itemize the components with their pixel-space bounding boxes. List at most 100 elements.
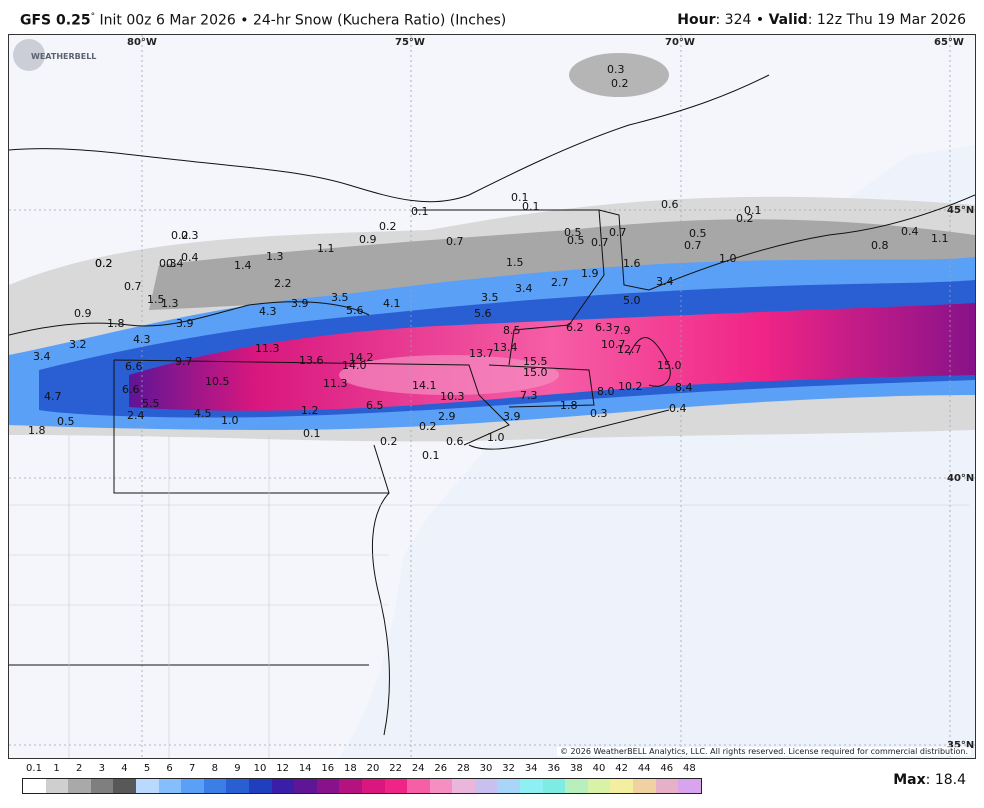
legend-label: 6 xyxy=(166,763,173,774)
snow-value-label: 13.6 xyxy=(299,354,324,367)
bullet-2: • xyxy=(755,12,765,28)
legend-swatch xyxy=(316,779,340,793)
legend-swatch xyxy=(587,779,611,793)
snow-value-label: 0.2 xyxy=(95,257,113,270)
legend-label: 32 xyxy=(502,763,515,774)
lon-label-70: 70°W xyxy=(665,37,695,48)
legend-swatch xyxy=(474,779,498,793)
copyright-notice: © 2026 WeatherBELL Analytics, LLC. All r… xyxy=(557,747,971,756)
legend-swatch xyxy=(384,779,408,793)
snow-value-label: 1.9 xyxy=(581,267,599,280)
snow-value-label: 0.8 xyxy=(871,239,889,252)
snow-value-label: 3.2 xyxy=(69,338,87,351)
snow-value-label: 0.9 xyxy=(74,307,92,320)
snow-value-label: 1.5 xyxy=(506,256,524,269)
snow-core-max xyxy=(339,355,559,395)
valid-value: 12z Thu 19 Mar 2026 xyxy=(816,12,966,28)
snow-value-label: 5.6 xyxy=(474,307,492,320)
snow-value-label: 0.3 xyxy=(159,257,177,270)
legend-label: 48 xyxy=(683,763,696,774)
snow-value-label: 0.1 xyxy=(511,191,529,204)
legend-label: 26 xyxy=(434,763,448,774)
snow-value-label: 0.2 xyxy=(379,220,397,233)
legend-swatch xyxy=(633,779,656,793)
snow-value-label: 0.3 xyxy=(181,229,199,242)
snow-value-label: 0.6 xyxy=(661,198,679,211)
model-name: GFS 0.25 xyxy=(20,12,91,29)
snow-value-label: 9.7 xyxy=(175,355,193,368)
title-left: GFS 0.25° Init 00z 6 Mar 2026 • 24-hr Sn… xyxy=(20,12,506,29)
snow-value-label: 10.3 xyxy=(440,390,465,403)
legend-label: 38 xyxy=(570,763,583,774)
hour-label: Hour xyxy=(677,12,716,28)
snow-value-label: 15.5 xyxy=(523,355,548,368)
bullet-1: • xyxy=(240,12,249,29)
legend-swatch xyxy=(429,779,453,793)
snow-value-label: 0.2 xyxy=(736,212,754,225)
snow-value-labels: 0.30.20.10.1 0.1 0.60.20.10.20.70.5 0.70.5 0… xyxy=(28,63,949,462)
snow-value-label: 4.3 xyxy=(259,305,277,318)
legend-swatch xyxy=(158,779,182,793)
snow-value-label: 3.4 xyxy=(656,275,674,288)
snow-value-label: 5.6 xyxy=(346,304,364,317)
snow-value-label: 14.1 xyxy=(412,379,437,392)
graticule xyxy=(9,35,975,758)
snow-value-label: 4.3 xyxy=(133,333,151,346)
snow-value-label: 1.1 xyxy=(317,242,335,255)
snow-value-label: 0.3 xyxy=(590,407,608,420)
snow-value-label: 0.4 xyxy=(901,225,919,238)
snow-value-label: 7.3 xyxy=(520,389,538,402)
max-value: 18.4 xyxy=(934,772,966,788)
lat-label-40: 40°N xyxy=(947,473,974,484)
snow-value-label: 5.5 xyxy=(142,397,160,410)
snow-value-label: 0.5 xyxy=(567,234,585,247)
snowfall-map[interactable]: 80°W 75°W 70°W 65°W 45°N 40°N 35°N 0.3 0.… xyxy=(8,34,976,759)
legend-swatch xyxy=(271,779,295,793)
snow-value-label: 0.5 xyxy=(689,227,707,240)
snow-value-label: 2.2 xyxy=(274,277,292,290)
lon-label-80: 80°W xyxy=(127,37,157,48)
legend-swatch xyxy=(542,779,566,793)
legend-label: 14 xyxy=(298,763,312,774)
snow-value-label: 1.5 xyxy=(147,293,165,306)
snow-value-label: 0.2 xyxy=(95,257,113,270)
legend-swatch xyxy=(339,779,362,793)
snow-value-label: 1.3 xyxy=(266,250,284,263)
snow-value-label: 0.4 xyxy=(669,402,687,415)
snow-value-label: 6.3 xyxy=(595,321,613,334)
legend-swatch xyxy=(203,779,227,793)
snow-value-label: 0.5 xyxy=(564,226,582,239)
legend-label: 5 xyxy=(143,763,151,774)
legend-label: 18 xyxy=(344,763,357,774)
snow-value-label: 0.2 xyxy=(171,229,189,242)
legend-swatch xyxy=(610,779,634,793)
legend-swatch xyxy=(407,779,430,793)
snow-value-label: 2.9 xyxy=(438,410,456,423)
map-canvas: 80°W 75°W 70°W 65°W 45°N 40°N 35°N 0.30.… xyxy=(9,35,975,758)
max-label: Max xyxy=(893,772,926,788)
snow-value-label: 1.3 xyxy=(161,297,179,310)
snow-value-label: 1.4 xyxy=(234,259,252,272)
snow-value-label: 11.3 xyxy=(255,342,280,355)
legend-label: 24 xyxy=(411,763,425,774)
snow-value-label: 0.2 xyxy=(419,420,437,433)
legend-label: 7 xyxy=(189,763,196,774)
snow-value-label: 1.2 xyxy=(301,404,319,417)
legend-label: 2 xyxy=(76,763,83,774)
valid-label: Valid xyxy=(768,12,808,28)
legend-swatch xyxy=(520,779,543,793)
legend-label: 10 xyxy=(253,763,267,774)
legend-label: 46 xyxy=(660,763,674,774)
snow-value-label: 8.0 xyxy=(597,385,615,398)
logo-text: WEATHERBELL xyxy=(31,52,96,61)
snow-value-label: 5.0 xyxy=(623,294,641,307)
legend-swatch xyxy=(181,779,204,793)
snow-value-label: 10.7 xyxy=(601,338,626,351)
legend-swatch xyxy=(68,779,91,793)
snow-value-label: 0.1 xyxy=(303,427,321,440)
legend-swatch xyxy=(452,779,475,793)
snow-value-label: 0.6 xyxy=(446,435,464,448)
snow-value-label: 6.6 xyxy=(125,360,143,373)
snow-value-label: 14.0 xyxy=(342,359,367,372)
legend-label: 20 xyxy=(366,763,380,774)
